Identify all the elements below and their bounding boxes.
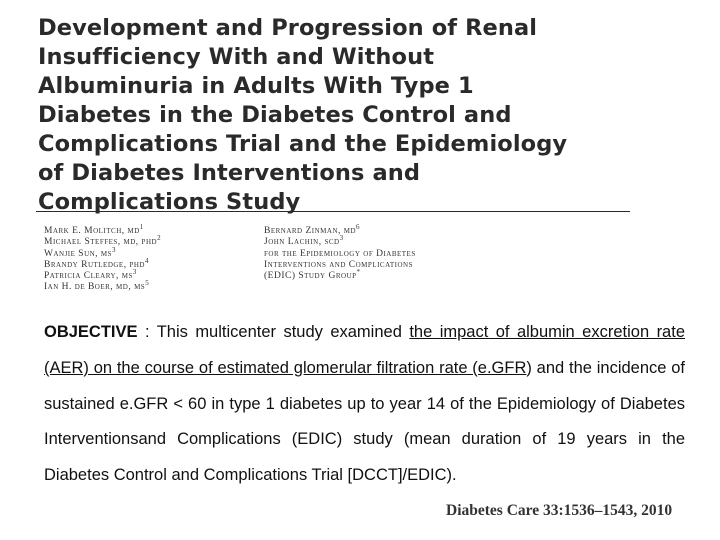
objective-label: OBJECTIVE: [44, 323, 138, 341]
author-entry: Mark E. Molitch, md1: [44, 222, 144, 236]
author-entry: (EDIC) Study Group*: [264, 268, 361, 282]
title-divider: [36, 211, 630, 212]
author-entry: for the Epidemiology of Diabetes: [264, 248, 416, 259]
author-entry: Brandy Rutledge, phd4: [44, 256, 149, 270]
title-line: of Diabetes Interventions and: [38, 160, 421, 186]
author-entry: Patricia Cleary, ms3: [44, 268, 137, 282]
title-line: Development and Progression of Renal: [38, 15, 538, 41]
author-list-left: Mark E. Molitch, md1 Michael Steffes, md…: [44, 222, 162, 294]
author-entry: Interventions and Complications: [264, 259, 413, 270]
author-entry: John Lachin, scd3: [264, 234, 344, 248]
author-entry: Michael Steffes, md, phd2: [44, 234, 162, 248]
title-line: Diabetes in the Diabetes Control and: [38, 102, 512, 128]
author-entry: Ian H. de Boer, md, ms5: [44, 279, 150, 293]
title-line: Albuminuria in Adults With Type 1: [38, 73, 474, 99]
author-list-right: Bernard Zinman, md6 John Lachin, scd3 fo…: [264, 222, 416, 282]
author-entry: Wanjie Sun, ms3: [44, 245, 117, 259]
paper-title: Development and Progression of Renal Ins…: [38, 14, 638, 217]
title-line: Complications Trial and the Epidemiology: [38, 131, 568, 157]
abstract-text: ) and the incidence of sustained e.GFR <…: [44, 358, 685, 485]
abstract-underlined-text: the impact of albumin excretion rate (AE…: [44, 323, 685, 377]
journal-citation: Diabetes Care 33:1536–1543, 2010: [446, 502, 673, 519]
author-entry: Bernard Zinman, md6: [264, 222, 361, 236]
abstract-text: : This multicenter study examined: [137, 323, 410, 341]
abstract-objective: OBJECTIVE : This multicenter study exami…: [44, 315, 685, 494]
title-line: Insufficiency With and Without: [38, 44, 435, 70]
title-line: Complications Study: [38, 189, 301, 215]
